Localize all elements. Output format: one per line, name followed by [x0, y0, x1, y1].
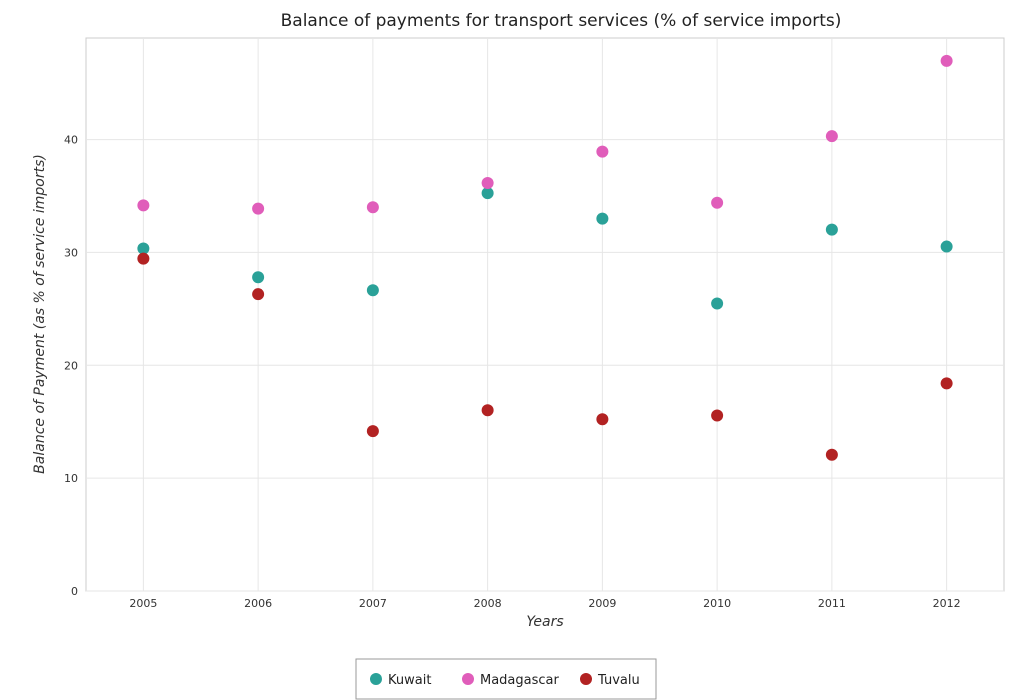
point-madagascar-2011	[825, 130, 838, 143]
point-madagascar-2007	[366, 201, 379, 214]
y-tick-label: 40	[64, 134, 78, 147]
x-tick-label: 2008	[474, 597, 502, 610]
y-gridlines	[86, 139, 1004, 592]
legend-label-tuvalu: Tuvalu	[597, 673, 640, 688]
point-tuvalu-2011	[825, 448, 838, 461]
point-tuvalu-2012	[940, 377, 953, 390]
point-tuvalu-2005	[137, 252, 150, 265]
legend-box	[355, 658, 657, 700]
legend-marker-kuwait	[370, 673, 382, 685]
legend-label-kuwait: Kuwait	[388, 673, 431, 688]
point-kuwait-2009	[596, 212, 609, 225]
x-tick-label: 2010	[703, 597, 731, 610]
point-madagascar-2005	[137, 199, 150, 212]
x-tick-label: 2007	[359, 597, 387, 610]
y-tick-labels: 0 10 20 30 40	[64, 134, 78, 598]
point-madagascar-2012	[940, 54, 953, 67]
y-tick-label: 30	[64, 246, 78, 259]
y-tick-label: 0	[71, 585, 78, 598]
point-tuvalu-2009	[596, 413, 609, 426]
x-tick-labels: 2005 2006 2007 2008 2009 2010 2011 2012	[129, 597, 960, 610]
plot-area	[85, 37, 1005, 592]
point-tuvalu-2006	[252, 288, 265, 301]
y-tick-label: 10	[64, 472, 78, 485]
x-gridlines	[142, 38, 948, 591]
legend-marker-tuvalu	[580, 673, 592, 685]
point-tuvalu-2010	[711, 409, 724, 422]
point-kuwait-2010	[711, 297, 724, 310]
y-tick-label: 20	[64, 359, 78, 372]
legend: Kuwait Madagascar Tuvalu	[355, 658, 657, 700]
point-madagascar-2009	[596, 145, 609, 158]
data-points	[137, 54, 953, 461]
point-kuwait-2005	[137, 242, 150, 255]
point-kuwait-2007	[366, 284, 379, 297]
x-axis-label: Years	[526, 614, 563, 630]
point-madagascar-2008	[481, 177, 494, 190]
point-kuwait-2012	[940, 240, 953, 253]
x-tick-label: 2011	[818, 597, 846, 610]
point-tuvalu-2007	[366, 425, 379, 438]
x-tick-label: 2009	[588, 597, 616, 610]
x-tick-label: 2005	[129, 597, 157, 610]
point-tuvalu-2008	[481, 404, 494, 417]
legend-marker-madagascar	[462, 673, 474, 685]
chart-title: Balance of payments for transport servic…	[281, 11, 842, 31]
x-tick-label: 2012	[933, 597, 961, 610]
point-kuwait-2008	[481, 187, 494, 200]
point-madagascar-2006	[252, 202, 265, 215]
point-kuwait-2006	[252, 271, 265, 284]
x-tick-label: 2006	[244, 597, 272, 610]
point-kuwait-2011	[825, 223, 838, 236]
legend-label-madagascar: Madagascar	[480, 673, 560, 688]
point-madagascar-2010	[711, 196, 724, 209]
y-axis-label: Balance of Payment (as % of service impo…	[32, 154, 48, 474]
